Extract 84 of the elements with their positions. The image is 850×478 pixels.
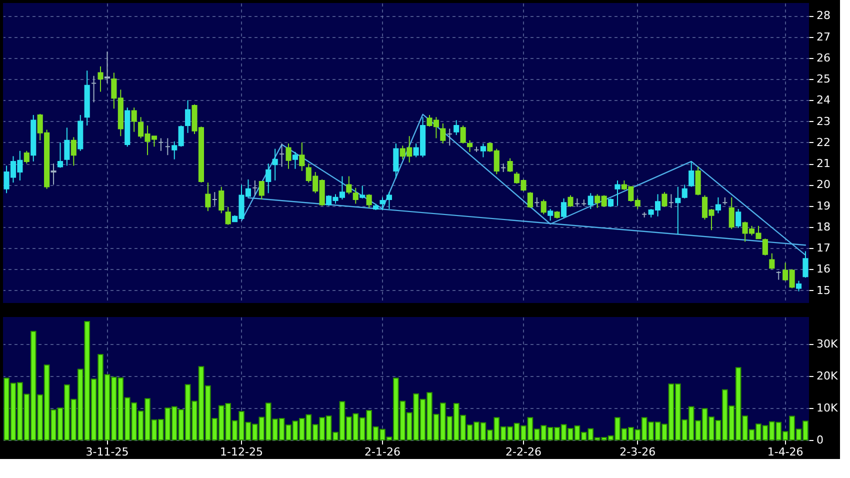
- x-tick-label: 2-1-26: [364, 446, 400, 458]
- y-tick-label: 20K: [816, 369, 838, 382]
- candlestick: [540, 198, 546, 215]
- candlestick: [164, 138, 170, 156]
- candlestick: [446, 128, 452, 146]
- candlestick: [614, 180, 620, 206]
- candlestick: [588, 192, 594, 210]
- candlestick: [24, 150, 30, 164]
- candlestick: [252, 180, 258, 196]
- y-tick-label: 21: [816, 157, 830, 170]
- candlestick: [380, 196, 386, 211]
- candlestick: [266, 163, 272, 194]
- candlestick: [507, 158, 513, 173]
- line-series: [240, 114, 806, 256]
- candlestick: [212, 192, 218, 206]
- candlestick: [299, 142, 305, 172]
- candlestick: [50, 163, 56, 186]
- x-tick-label: 1-12-25: [220, 446, 263, 458]
- candlestick: [568, 194, 574, 208]
- candlestick: [57, 142, 64, 168]
- y-tick-label: 17: [816, 242, 830, 255]
- y-tick-label: 10K: [816, 401, 838, 414]
- candlestick: [352, 187, 358, 204]
- candlestick: [225, 206, 231, 226]
- y-tick-label: 22: [816, 136, 830, 149]
- candlestick: [393, 142, 399, 179]
- y-tick-label: 25: [816, 72, 830, 86]
- candlestick: [98, 66, 104, 92]
- candlestick: [454, 120, 460, 136]
- candlestick: [762, 238, 768, 256]
- y-tick-label: 24: [816, 94, 830, 107]
- y-tick-label: 26: [816, 51, 830, 64]
- candlestick: [131, 107, 137, 132]
- y-tick-label: 0: [816, 434, 824, 446]
- y-tick-label: 18: [816, 220, 830, 234]
- candlestick: [366, 194, 372, 208]
- candlestick: [560, 198, 567, 219]
- y-tick-label: 28: [816, 9, 830, 22]
- x-tick-label: 2-3-26: [620, 446, 656, 458]
- candlestick: [467, 140, 473, 152]
- candlestick: [292, 151, 298, 170]
- y-tick-label: 30K: [816, 337, 838, 350]
- y-tick-label: 19: [816, 199, 830, 212]
- candlestick: [440, 122, 446, 144]
- candlestick: [205, 182, 211, 212]
- y-tick-label: 23: [816, 114, 830, 128]
- candlestick: [360, 185, 366, 199]
- candlestick: [796, 280, 802, 292]
- y-tick-label: 15: [816, 284, 830, 297]
- candlestick: [682, 184, 688, 199]
- candlestick: [769, 252, 775, 270]
- y-tick-label: 27: [816, 30, 830, 44]
- candlestick: [736, 208, 742, 228]
- candlestick: [668, 194, 674, 208]
- candlestick: [64, 127, 70, 166]
- x-tick-label: 2-2-26: [506, 446, 542, 458]
- candlestick: [688, 160, 694, 188]
- y-tick-label: 20: [816, 178, 830, 192]
- candlestick: [715, 196, 721, 214]
- candlestick: [802, 250, 808, 278]
- candlestick: [346, 176, 352, 195]
- candlestick: [662, 192, 668, 208]
- x-tick-label: 3-11-25: [86, 446, 129, 458]
- candlestick: [158, 138, 164, 152]
- candlestick: [258, 181, 264, 200]
- candlestick: [286, 142, 292, 170]
- candlestick: [91, 75, 97, 103]
- candlestick: [534, 196, 540, 208]
- candlestick: [279, 142, 285, 168]
- candlestick: [527, 192, 533, 208]
- candlestick: [386, 192, 392, 210]
- x-tick-label: 1-4-26: [767, 446, 804, 458]
- candlestick: [70, 136, 76, 166]
- candlestick: [728, 196, 734, 230]
- candlestick: [548, 208, 554, 222]
- candlestick: [695, 166, 701, 196]
- candlestick: [272, 148, 278, 181]
- candlestick: [185, 100, 191, 134]
- candlestick: [104, 51, 110, 84]
- candlestick: [218, 186, 224, 214]
- candlestick: [480, 142, 486, 158]
- y-tick-label: 16: [816, 262, 830, 276]
- candlestick: [460, 125, 466, 144]
- candlestick: [675, 186, 681, 235]
